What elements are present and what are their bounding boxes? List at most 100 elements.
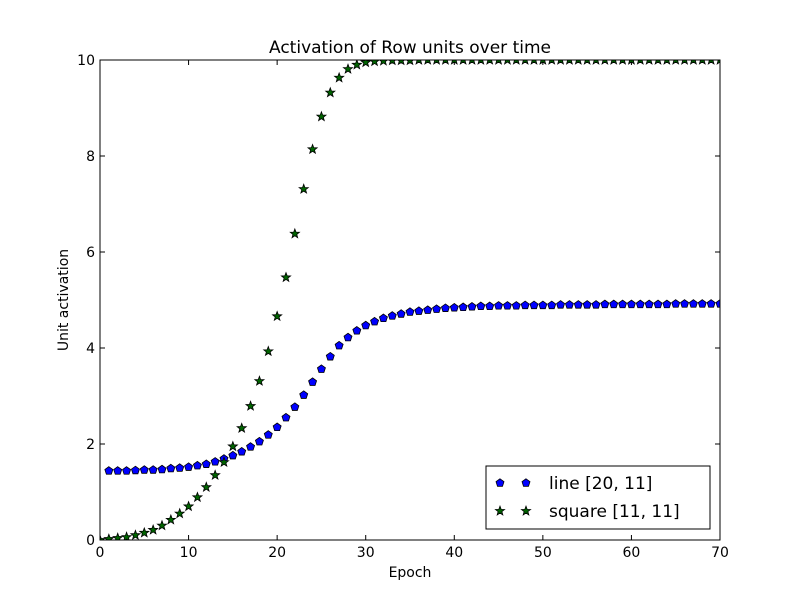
data-point: [244, 400, 257, 411]
y-tick-label: 8: [86, 149, 95, 165]
data-point: [378, 60, 388, 66]
data-point: [574, 60, 582, 65]
y-axis-label: Unit activation: [56, 249, 72, 351]
legend-marker: [495, 478, 505, 487]
data-point: [689, 60, 697, 65]
data-point: [218, 456, 230, 468]
data-point: [201, 459, 211, 468]
data-point: [494, 301, 504, 310]
legend-marker: [521, 478, 531, 487]
data-point: [681, 60, 689, 65]
data-point: [325, 351, 335, 361]
data-point: [175, 463, 185, 472]
data-point: [352, 326, 362, 335]
data-point: [263, 430, 273, 439]
data-point: [521, 60, 529, 65]
data-point: [716, 60, 720, 65]
data-point: [129, 529, 142, 540]
data-point: [299, 390, 309, 399]
data-point: [298, 183, 310, 194]
data-point: [644, 299, 654, 309]
data-point: [486, 60, 494, 65]
data-point: [635, 299, 645, 309]
data-points: [100, 60, 720, 540]
x-tick-label: 10: [180, 545, 198, 561]
data-point: [654, 60, 662, 65]
data-point: [369, 60, 380, 67]
y-tick-label: 4: [86, 341, 95, 357]
data-point: [405, 307, 415, 316]
x-tick-label: 60: [623, 545, 641, 561]
data-point: [414, 306, 424, 315]
data-point: [289, 227, 301, 239]
data-point: [468, 60, 476, 65]
data-point: [406, 60, 414, 66]
data-point: [315, 110, 328, 122]
x-tick-label: 70: [711, 545, 729, 561]
data-point: [360, 60, 372, 68]
data-point: [290, 402, 300, 411]
data-point: [636, 60, 644, 65]
data-point: [100, 534, 106, 540]
data-point: [458, 302, 468, 312]
data-point: [511, 301, 521, 310]
data-point: [148, 465, 158, 474]
data-point: [228, 450, 238, 460]
data-point: [432, 304, 442, 313]
data-point: [113, 466, 123, 475]
data-point: [565, 60, 573, 65]
x-tick-label: 40: [445, 545, 463, 561]
data-point: [449, 302, 459, 312]
data-point: [698, 60, 706, 65]
data-point: [512, 60, 520, 65]
data-point: [253, 375, 266, 386]
data-point: [209, 469, 221, 481]
data-point: [495, 60, 503, 65]
data-point: [191, 491, 204, 503]
data-point: [147, 523, 159, 535]
data-point: [663, 60, 671, 65]
data-point: [378, 313, 388, 323]
axis-ticks: 0 10 20 30 40 50 60 70 0 2 4 6 8 10: [77, 53, 729, 561]
data-point: [165, 513, 177, 525]
data-point: [530, 60, 538, 65]
data-point: [582, 300, 592, 309]
data-point: [502, 301, 512, 310]
data-point: [715, 299, 720, 308]
data-point: [672, 60, 680, 65]
legend-box: [485, 465, 711, 530]
series-square: [100, 60, 720, 540]
data-point: [697, 299, 707, 308]
data-point: [610, 60, 618, 65]
data-point: [397, 60, 406, 66]
data-point: [166, 463, 176, 473]
data-point: [306, 143, 319, 155]
data-point: [182, 500, 195, 512]
data-point: [271, 310, 283, 322]
data-point: [680, 299, 690, 308]
chart-title: Activation of Row units over time: [269, 38, 551, 58]
data-point: [308, 377, 318, 386]
data-point: [262, 345, 274, 357]
legend-entries: line [20, 11] square [11, 11]: [494, 474, 680, 522]
data-point: [547, 300, 557, 310]
data-point: [485, 301, 495, 311]
data-point: [415, 60, 423, 65]
data-point: [237, 446, 247, 456]
data-point: [467, 302, 477, 311]
data-point: [324, 86, 336, 98]
data-point: [707, 60, 715, 65]
data-point: [281, 412, 291, 422]
data-point: [103, 533, 115, 540]
data-point: [627, 60, 635, 65]
data-point: [520, 300, 530, 310]
plot-area-frame: [99, 59, 721, 541]
data-point: [671, 299, 681, 308]
data-point: [573, 300, 583, 309]
data-point: [316, 364, 326, 373]
data-point: [388, 60, 397, 66]
data-point: [361, 320, 371, 330]
data-point: [227, 440, 239, 452]
data-point: [343, 332, 353, 342]
